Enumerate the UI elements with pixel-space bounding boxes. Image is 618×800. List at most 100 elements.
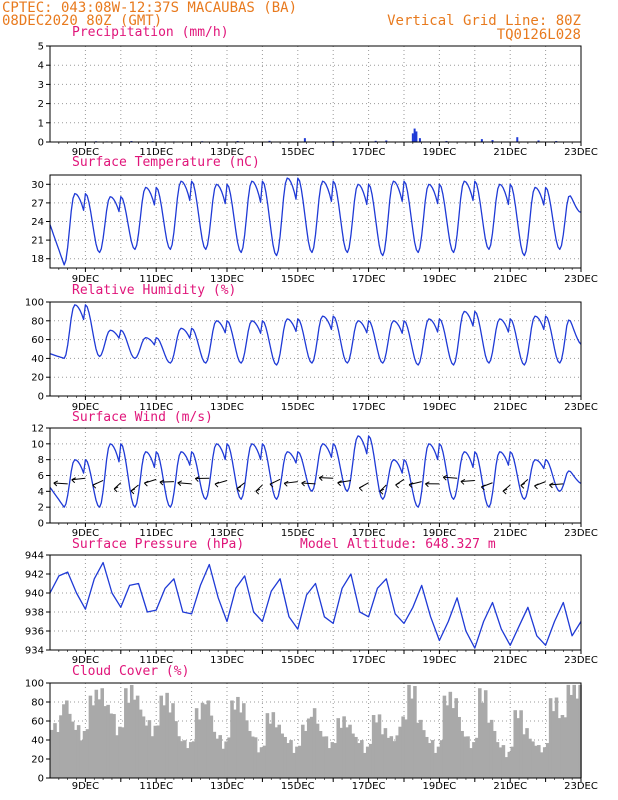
panel-5: Surface Pressure (hPa) Model Altitude: 64… <box>25 537 598 666</box>
y-tick-label: 2 <box>38 503 44 514</box>
cloud-bar <box>100 688 104 778</box>
wind-arrow-head <box>255 488 261 495</box>
panel-4: Surface Wind (m/s) 0 2 4 6 8 10 12 9DEC 11DEC 13DE… <box>31 410 598 539</box>
x-tick-label: 15DEC <box>281 655 315 666</box>
cloud-bar <box>454 698 458 778</box>
x-tick-label: 21DEC <box>493 655 527 666</box>
cloud-bar <box>572 684 576 778</box>
wind-arrow <box>71 477 86 481</box>
y-tick-label: 100 <box>25 298 44 309</box>
y-tick-label: 40 <box>31 354 44 365</box>
precip-bar <box>303 138 306 142</box>
cloud-bar <box>79 740 84 778</box>
cloud-bar <box>401 716 405 778</box>
panel-6: Cloud Cover (%) 0 20 40 60 80 100 9DEC 11DEC 13DE… <box>25 664 598 792</box>
series-line <box>49 435 582 508</box>
x-tick-label: 19DEC <box>423 528 457 539</box>
header-date: 08DEC2020 80Z (GMT) <box>2 13 162 29</box>
cloud-bar <box>218 735 222 778</box>
y-tick-label: 21 <box>31 236 44 247</box>
cloud-bar <box>469 748 473 778</box>
series-line <box>49 561 582 649</box>
cloud-bar <box>185 748 190 778</box>
cloud-bar <box>480 702 485 778</box>
cloud-bar <box>65 700 69 778</box>
cloud-bar <box>333 743 338 778</box>
cloud-bar <box>295 746 299 778</box>
wind-arrow-head <box>236 486 242 492</box>
cloud-bar <box>62 704 66 778</box>
x-tick-label: 21DEC <box>493 781 527 792</box>
cloud-bar <box>177 736 181 778</box>
cloud-bar <box>191 741 196 778</box>
cloud-bar <box>298 745 302 778</box>
y-tick-label: 6 <box>38 471 44 482</box>
wind-arrow-head <box>113 486 119 493</box>
cloud-bar <box>242 703 246 778</box>
plot-frame <box>49 174 582 269</box>
cloud-bar <box>274 727 279 778</box>
x-tick-label: 11DEC <box>139 528 173 539</box>
cloud-bar <box>489 719 494 778</box>
x-tick-label: 23DEC <box>564 781 598 792</box>
cloud-bar <box>321 736 326 778</box>
plot-frame <box>49 427 582 524</box>
y-tick-label: 0 <box>38 138 44 149</box>
y-tick-label: 936 <box>25 627 44 638</box>
cloud-bar <box>442 695 447 778</box>
precip-bar <box>411 133 414 142</box>
wind-arrow-head <box>379 488 385 495</box>
cloud-bar <box>227 737 231 778</box>
cloud-bar <box>516 718 520 778</box>
cloud-bar <box>342 716 346 778</box>
y-tick-label: 942 <box>25 570 44 581</box>
wind-arrow-head <box>318 475 324 481</box>
cloud-bar <box>404 719 408 778</box>
x-tick-label: 19DEC <box>423 402 457 413</box>
x-tick-label: 17DEC <box>352 528 386 539</box>
cloud-bar <box>91 705 96 778</box>
x-tick-label: 19DEC <box>423 781 457 792</box>
cloud-bar <box>445 705 450 778</box>
y-tick-label: 0 <box>38 519 44 530</box>
x-tick-label: 9DEC <box>72 781 99 792</box>
panel-title: Cloud Cover (%) <box>72 664 189 679</box>
cloud-bar <box>256 752 261 778</box>
cloud-bar <box>129 684 134 778</box>
wind-arrow-head <box>337 480 342 487</box>
cloud-bar <box>392 741 397 778</box>
y-tick-label: 40 <box>31 736 44 747</box>
cloud-bar <box>76 725 81 778</box>
cloud-bar <box>563 717 568 778</box>
cloud-bar <box>475 737 479 778</box>
cloud-bar <box>159 695 163 778</box>
cloud-bar <box>534 745 538 778</box>
y-tick-label: 0 <box>38 774 44 785</box>
wind-arrow-head <box>425 481 430 488</box>
cloud-bar <box>360 740 364 778</box>
cloud-bar <box>427 743 432 778</box>
x-tick-label: 13DEC <box>210 402 244 413</box>
cloud-bar <box>153 725 158 778</box>
precip-bar <box>537 140 540 142</box>
cloud-bar <box>389 736 394 778</box>
header-model: TQ0126L028 <box>497 27 581 43</box>
cloud-bar <box>67 713 72 778</box>
cloud-bar <box>50 729 54 778</box>
x-tick-label: 19DEC <box>423 147 457 158</box>
cloud-bar <box>457 716 461 778</box>
plot-area <box>50 46 581 142</box>
cloud-bar <box>103 706 107 778</box>
cloud-bar <box>165 692 169 778</box>
cloud-bar <box>357 743 361 778</box>
y-tick-label: 938 <box>25 608 44 619</box>
cloud-bar <box>259 747 264 778</box>
cloud-bar <box>345 727 349 778</box>
cloud-bar <box>410 698 414 778</box>
cloud-bar <box>519 710 523 778</box>
x-tick-label: 11DEC <box>139 655 173 666</box>
wind-arrow-head <box>71 477 76 484</box>
precip-bar <box>491 140 494 142</box>
cloud-bar <box>53 723 57 778</box>
panel-3: Relative Humidity (%) 0 20 40 60 80 100 9DEC 11D… <box>25 283 598 413</box>
